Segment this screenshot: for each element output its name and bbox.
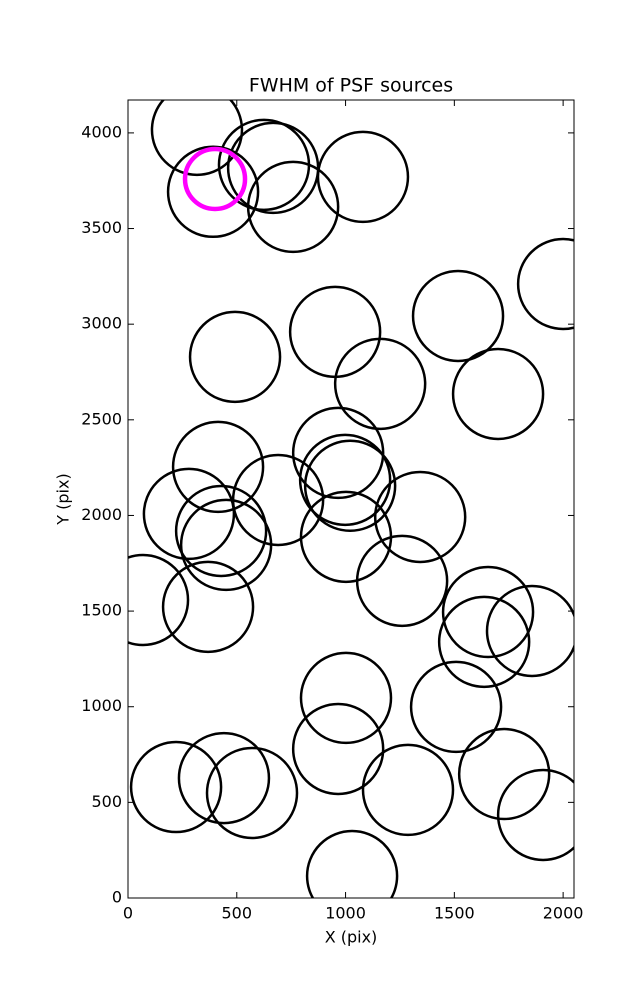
point	[305, 829, 399, 898]
point	[142, 467, 236, 561]
plot-area	[128, 100, 574, 898]
point	[485, 584, 574, 678]
y-tick-label: 2500	[81, 409, 122, 428]
plot-frame	[127, 99, 575, 899]
point	[291, 406, 385, 500]
point	[205, 746, 299, 840]
point	[188, 310, 282, 404]
point	[161, 560, 255, 654]
y-tick-label: 1000	[81, 696, 122, 715]
point	[171, 420, 265, 514]
x-tick-label: 1500	[434, 904, 475, 923]
point	[299, 651, 393, 745]
point	[516, 237, 574, 331]
point	[179, 498, 273, 592]
point	[457, 727, 551, 821]
point	[496, 768, 574, 862]
point	[333, 337, 427, 431]
point	[129, 740, 223, 834]
x-tick-label: 1000	[325, 904, 366, 923]
y-tick-label: 3500	[81, 218, 122, 237]
x-tick-label: 0	[123, 904, 133, 923]
point	[451, 347, 545, 441]
point	[355, 534, 449, 628]
y-axis-label: Y (pix)	[54, 473, 73, 525]
point	[411, 269, 505, 363]
point	[291, 702, 385, 796]
point	[182, 146, 248, 212]
point	[316, 130, 410, 224]
point	[246, 160, 340, 254]
point	[174, 484, 268, 578]
point	[441, 565, 535, 659]
point	[150, 100, 244, 177]
point	[373, 470, 467, 564]
y-tick-label: 2000	[81, 505, 122, 524]
chart-title: FWHM of PSF sources	[249, 75, 453, 97]
point	[177, 731, 271, 825]
point	[303, 439, 397, 533]
y-tick-label: 4000	[81, 122, 122, 141]
point	[298, 433, 392, 527]
x-tick-label: 500	[222, 904, 253, 923]
x-tick-label: 2000	[543, 904, 584, 923]
point	[128, 553, 190, 647]
y-tick-label: 3000	[81, 314, 122, 333]
point	[409, 660, 503, 754]
point	[361, 743, 455, 837]
y-tick-label: 1500	[81, 601, 122, 620]
y-tick-label: 0	[112, 888, 122, 907]
y-tick-label: 500	[91, 792, 122, 811]
x-axis-label: X (pix)	[325, 928, 378, 947]
point	[437, 595, 531, 689]
